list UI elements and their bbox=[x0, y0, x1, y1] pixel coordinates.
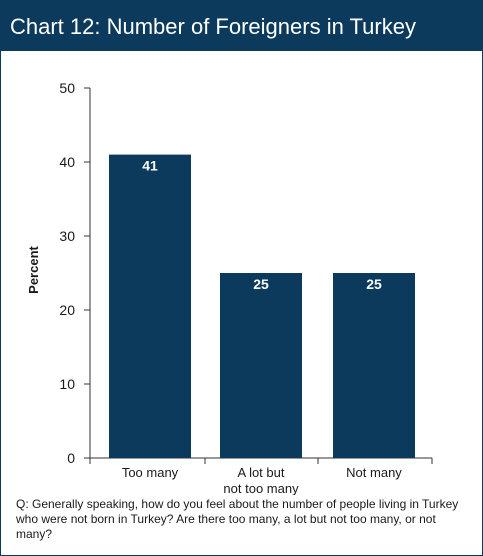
survey-question-text: Q: Generally speaking, how do you feel a… bbox=[16, 497, 459, 541]
x-category-label: Not many bbox=[346, 465, 402, 480]
bar bbox=[220, 273, 302, 458]
y-tick-label: 50 bbox=[59, 80, 75, 96]
y-axis-title: Percent bbox=[26, 245, 41, 293]
y-tick-label: 10 bbox=[59, 376, 75, 392]
y-tick-label: 30 bbox=[59, 228, 75, 244]
bar-data-label: 41 bbox=[142, 158, 158, 174]
chart-header: Chart 12: Number of Foreigners in Turkey bbox=[1, 1, 482, 51]
bar bbox=[333, 273, 415, 458]
bar-data-label: 25 bbox=[366, 276, 382, 292]
y-tick-label: 0 bbox=[67, 450, 75, 466]
plot-area: 0 10 20 30 40 50 Percent 41 Too many 25 A lot but n… bbox=[26, 80, 433, 495]
y-tick-label: 20 bbox=[59, 302, 75, 318]
chart-title: Chart 12: Number of Foreigners in Turkey bbox=[10, 14, 416, 39]
bar bbox=[109, 154, 191, 458]
bar-data-label: 25 bbox=[253, 276, 269, 292]
x-category-label: Too many bbox=[122, 465, 179, 480]
x-category-label: A lot but not too many bbox=[223, 465, 299, 495]
bar-chart: 0 10 20 30 40 50 Percent 41 Too many 25 A lot but n… bbox=[26, 80, 433, 495]
y-tick-label: 40 bbox=[59, 154, 75, 170]
